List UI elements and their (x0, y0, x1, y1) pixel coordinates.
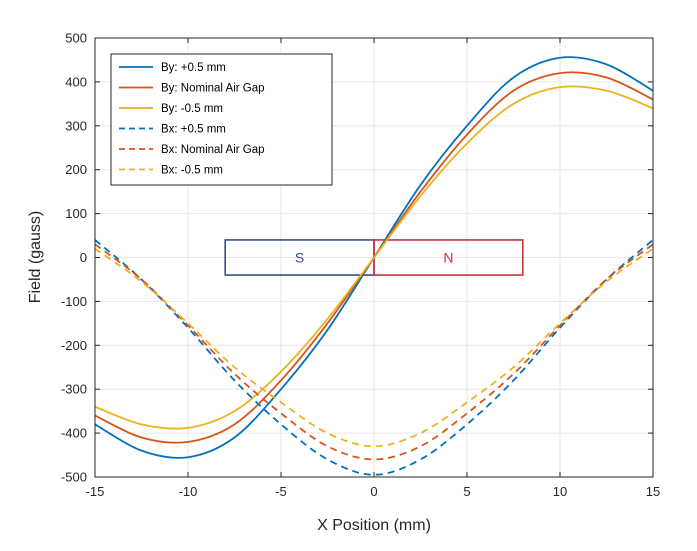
y-tick-label: -100 (61, 294, 87, 309)
x-tick-label: -10 (179, 484, 198, 499)
series-line-4 (94, 239, 654, 476)
y-tick-label: -400 (61, 426, 87, 441)
legend-box (110, 53, 333, 186)
magnet-pole-label: S (295, 250, 304, 266)
x-tick-label: 5 (463, 484, 470, 499)
y-tick-label: 400 (65, 74, 87, 89)
x-tick-label: -15 (86, 484, 105, 499)
magnet-pole-label: N (443, 250, 453, 266)
x-tick-label: 10 (553, 484, 567, 499)
series-line-5 (94, 243, 654, 461)
y-tick-label: -300 (61, 382, 87, 397)
series-lines (94, 56, 654, 476)
legend-label: Bx: Nominal Air Gap (161, 144, 265, 156)
x-tick-label: 15 (646, 484, 660, 499)
legend-label: By: -0.5 mm (161, 103, 223, 115)
series-line-3 (94, 85, 654, 430)
y-tick-label: 200 (65, 162, 87, 177)
legend-label: By: +0.5 mm (161, 62, 226, 74)
legend: By: +0.5 mm By: Nominal Air Gap By: -0.5 m… (110, 53, 333, 186)
y-tick-label: -500 (61, 470, 87, 485)
x-axis-title: X Position (mm) (317, 517, 431, 534)
y-tick-label: 100 (65, 206, 87, 221)
y-axis-title: Field (gauss) (27, 211, 44, 303)
legend-label: Bx: -0.5 mm (161, 165, 223, 177)
legend-label: By: Nominal Air Gap (161, 83, 265, 95)
legend-label: Bx: +0.5 mm (161, 124, 226, 136)
y-tick-label: 300 (65, 118, 87, 133)
y-tick-label: 500 (65, 31, 87, 46)
y-tick-label: -200 (61, 338, 87, 353)
x-tick-label: 0 (370, 484, 377, 499)
x-tick-label: -5 (275, 484, 287, 499)
y-tick-label: 0 (80, 250, 87, 265)
axis-ticks: -15 -10 -5 0 5 10 15 -500 -400 -300 -200 -100 0 100 20… (61, 31, 660, 500)
